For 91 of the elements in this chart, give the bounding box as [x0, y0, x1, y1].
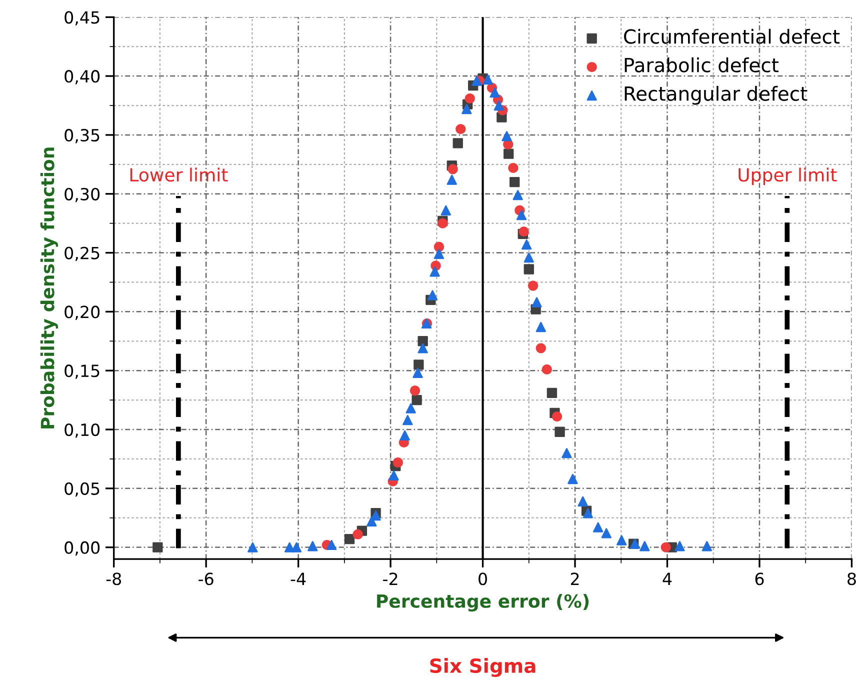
x-tick-label: -8: [106, 572, 122, 586]
point: [524, 264, 534, 274]
point: [448, 164, 458, 174]
point: [532, 297, 542, 308]
point: [388, 470, 399, 481]
x-tick-label: 8: [848, 572, 856, 586]
point: [640, 541, 650, 552]
point: [542, 364, 552, 374]
point: [406, 403, 416, 414]
y-tick-label: 0,05: [64, 482, 100, 497]
y-tick-label: 0,40: [64, 70, 100, 84]
point: [400, 430, 410, 440]
y-tick-label: 0,30: [64, 188, 100, 202]
point: [462, 104, 472, 114]
x-tick-label: -4: [290, 572, 306, 585]
point: [562, 448, 572, 458]
point: [616, 535, 627, 546]
point: [660, 542, 671, 552]
point: [702, 541, 712, 552]
x-tick-label: -6: [198, 572, 214, 586]
x-tick-label: 0: [478, 572, 487, 586]
point: [472, 76, 482, 86]
point: [592, 522, 604, 532]
point: [326, 540, 337, 550]
x-tick-label: 2: [570, 572, 579, 585]
text: Six Sigma: [430, 658, 536, 677]
point: [502, 131, 512, 142]
ref-line-label: Upper limit: [738, 168, 837, 186]
point: [248, 542, 258, 552]
point: [446, 174, 457, 185]
legend-label: Circumferential defect: [624, 28, 840, 44]
point: [414, 360, 424, 370]
point: [578, 496, 588, 506]
point: [508, 162, 518, 174]
point: [554, 426, 565, 437]
x-axis-title: Percentage error (%): [377, 594, 589, 612]
y-tick-label: 0,20: [64, 306, 100, 320]
y-tick-label: 0,10: [64, 423, 100, 438]
point: [434, 242, 444, 252]
point: [418, 336, 428, 346]
point: [601, 528, 612, 538]
point: [674, 541, 685, 552]
legend-label: Rectangular defect: [624, 86, 808, 105]
point: [370, 510, 381, 521]
point: [510, 177, 520, 188]
point: [427, 290, 438, 300]
y-tick-label: 0,45: [64, 11, 100, 26]
point: [482, 74, 493, 85]
point: [490, 87, 500, 98]
point: [438, 218, 448, 228]
point: [582, 508, 594, 518]
x-tick-label: -2: [383, 572, 398, 585]
ref-line-label: Lower limit: [130, 168, 228, 182]
point: [518, 226, 529, 237]
point: [412, 394, 422, 406]
x-tick-label: 4: [662, 572, 672, 585]
point: [536, 322, 546, 332]
point: [430, 266, 440, 277]
legend-label: Parabolic defect: [624, 57, 779, 72]
point: [392, 457, 404, 468]
point: [440, 205, 451, 216]
y-tick-label: 0,35: [64, 128, 100, 144]
point: [568, 474, 578, 484]
point: [452, 138, 463, 148]
point: [464, 93, 475, 104]
point: [418, 343, 428, 354]
point: [494, 100, 504, 111]
point: [434, 248, 444, 260]
point: [402, 414, 413, 426]
point: [456, 124, 466, 134]
point: [352, 529, 363, 540]
y-tick-label: 0,00: [64, 541, 100, 556]
point: [410, 386, 420, 396]
y-tick-label: 0,15: [64, 364, 100, 379]
point: [344, 534, 355, 544]
point: [522, 239, 532, 250]
point: [504, 148, 514, 159]
y-tick-label: 0,25: [64, 246, 100, 262]
point: [516, 210, 527, 220]
point: [528, 280, 538, 291]
y-axis-title: Probability density function: [40, 148, 58, 428]
point: [536, 343, 546, 354]
point: [152, 542, 163, 552]
point: [291, 542, 302, 552]
point: [308, 541, 318, 552]
x-tick-label: 6: [755, 572, 764, 586]
point: [552, 411, 562, 422]
point: [412, 368, 423, 378]
point: [524, 252, 534, 263]
point: [512, 190, 523, 200]
point: [546, 388, 558, 398]
